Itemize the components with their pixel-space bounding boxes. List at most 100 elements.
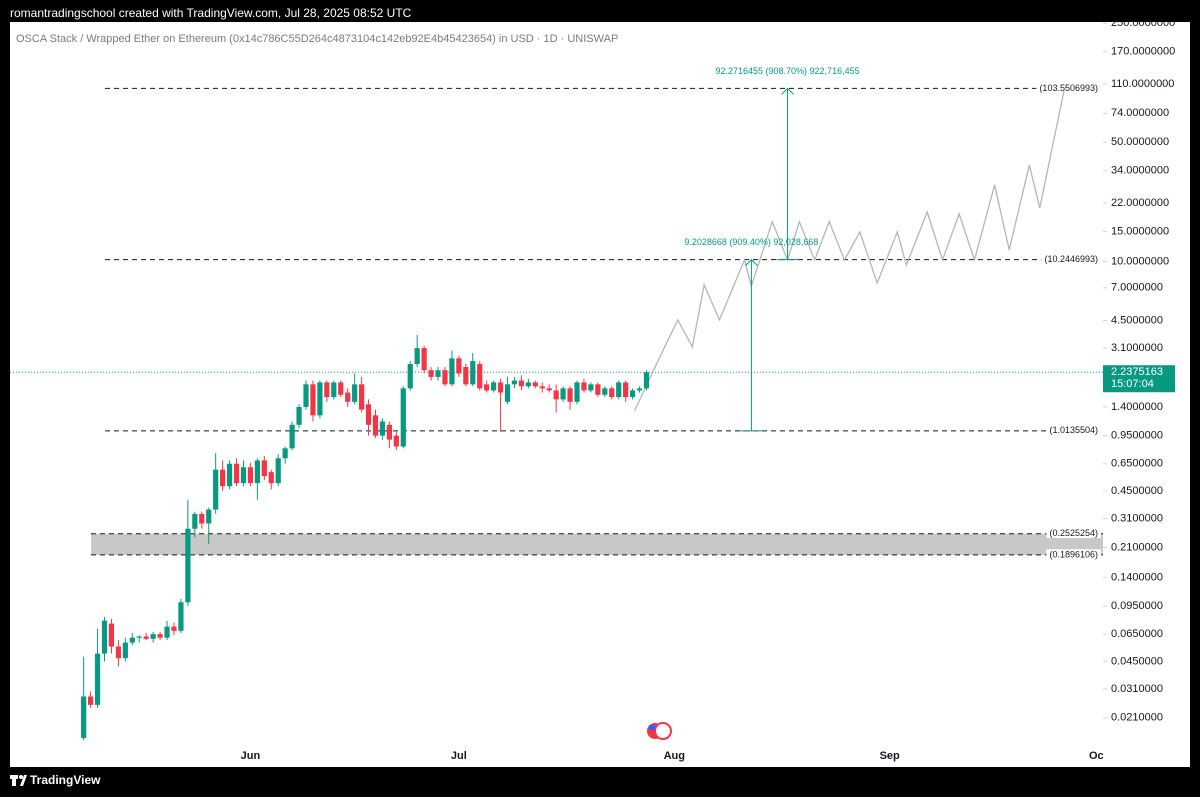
candle-body <box>532 382 538 387</box>
candle-body <box>400 388 406 447</box>
y-tick-label: 0.2100000 <box>1111 541 1163 553</box>
candle-body <box>470 361 476 385</box>
y-tick-label: 0.6500000 <box>1111 458 1163 470</box>
candle-body <box>226 463 233 487</box>
y-tick-label: 15.0000000 <box>1111 225 1169 237</box>
candle-body <box>220 469 226 487</box>
price-axis: 250.0000000 170.0000000 110.0000000 74.0000… <box>1103 22 1175 724</box>
level-label: (0.2525254) <box>1049 528 1098 538</box>
candle-body <box>497 382 504 393</box>
candle-body <box>588 384 594 391</box>
y-tick-label: 3.1000000 <box>1111 342 1163 354</box>
x-tick-label: Oct <box>1089 750 1108 762</box>
candle-body <box>317 382 323 416</box>
level-label-bg <box>1041 254 1101 265</box>
candle-body <box>206 509 212 524</box>
candle-body <box>352 384 358 402</box>
candle-body <box>511 380 518 385</box>
y-tick-label: 1.4000000 <box>1111 401 1163 413</box>
candle-body <box>643 372 650 389</box>
level-label: (103.5506993) <box>1039 83 1098 93</box>
candle-body <box>393 435 399 447</box>
candle-body <box>602 388 608 395</box>
candle-body <box>171 626 177 631</box>
level-label-bg <box>1046 528 1101 539</box>
candle-body <box>108 623 115 647</box>
candle-body <box>518 380 525 387</box>
y-tick-label: 110.0000000 <box>1111 78 1174 90</box>
footer: TradingView <box>30 773 101 787</box>
y-tick-label: 0.3100000 <box>1111 512 1163 524</box>
candle-body <box>442 370 448 385</box>
candle-body <box>331 382 337 398</box>
y-tick-label: 0.9500000 <box>1111 430 1163 442</box>
candle-body <box>87 696 94 705</box>
measure-label: 92.2716455 (908.70%) 922,716,455 <box>715 66 859 76</box>
candle-body <box>81 696 87 738</box>
y-tick-label: 0.0210000 <box>1111 712 1163 724</box>
candle-body <box>261 460 267 477</box>
candle-body <box>324 382 330 398</box>
x-tick-label: Jul <box>451 750 467 762</box>
candle-body <box>365 404 372 425</box>
candle-body <box>94 653 101 705</box>
level-label: (10.2446993) <box>1044 254 1098 264</box>
header: romantradingschool created with TradingV… <box>10 6 412 20</box>
candle-body <box>629 390 636 398</box>
candle-body <box>616 382 622 398</box>
y-tick-label: 0.0950000 <box>1111 600 1163 612</box>
candle-body <box>491 382 497 391</box>
candle-body <box>386 424 392 440</box>
projection-line <box>634 90 1065 412</box>
footer-logo <box>10 775 27 786</box>
y-tick-label: 10.0000000 <box>1111 255 1169 267</box>
candle-body <box>463 367 469 385</box>
y-tick-label: 7.0000000 <box>1111 282 1163 294</box>
y-tick-label: 0.4500000 <box>1111 485 1163 497</box>
candle-body <box>595 384 601 395</box>
candle-body <box>484 384 490 391</box>
candle-body <box>345 392 351 402</box>
candle-body <box>421 348 427 371</box>
candle-body <box>192 513 198 529</box>
candle-body <box>623 382 629 398</box>
y-tick-label: 0.1400000 <box>1111 571 1163 583</box>
candle-body <box>247 467 254 484</box>
candle-body <box>539 386 545 389</box>
candle-body <box>449 358 455 385</box>
candle-body <box>233 463 240 484</box>
x-tick-label: Sep <box>880 750 900 762</box>
candle-body <box>143 636 149 639</box>
candle-body <box>546 388 552 391</box>
candle-body <box>435 370 441 377</box>
candle-body <box>178 602 184 631</box>
x-tick-label: Aug <box>664 750 685 762</box>
last-price-box <box>1103 365 1175 393</box>
y-tick-label: 34.0000000 <box>1111 165 1169 177</box>
candle-body <box>122 642 128 659</box>
y-tick-label: 74.0000000 <box>1111 107 1169 119</box>
candle-body <box>338 382 344 395</box>
candle-body <box>282 448 288 459</box>
candle-body <box>129 637 135 643</box>
candle-body <box>456 358 462 374</box>
candle-body <box>240 467 247 484</box>
level-label-bg <box>1046 549 1101 560</box>
candle-body <box>414 348 420 365</box>
candle-body <box>525 382 531 387</box>
candle-body <box>609 388 615 398</box>
y-tick-label: 0.0650000 <box>1111 628 1163 640</box>
candle-body <box>504 384 511 402</box>
candle-body <box>574 382 580 402</box>
y-tick-label: 0.0450000 <box>1111 655 1163 667</box>
level-label-bg <box>1046 425 1101 436</box>
candle-body <box>581 382 587 391</box>
candle-body <box>115 646 122 659</box>
candle-body <box>275 458 281 484</box>
level-label: (1.0135504) <box>1049 425 1098 435</box>
candle-body <box>636 388 643 391</box>
plot-area: Jun Jul Aug Sep Oct (103.5506993) (10.2446993)… <box>10 66 1108 762</box>
measure-arrow <box>781 87 794 95</box>
candle-body <box>185 528 191 603</box>
